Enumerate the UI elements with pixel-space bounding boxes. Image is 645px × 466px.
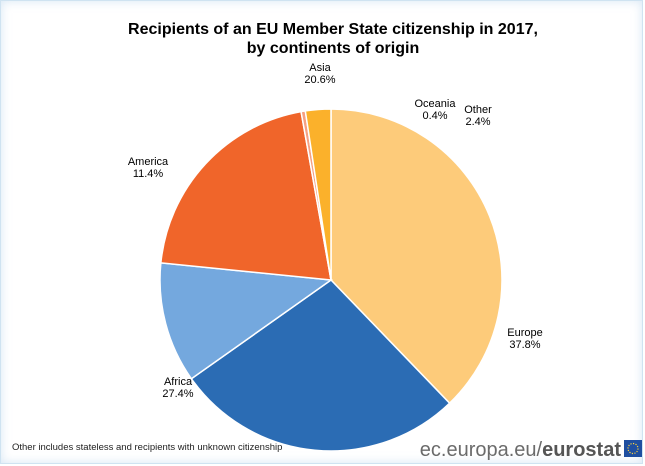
eurostat-branding: ec.europa.eu/eurostat xyxy=(420,439,642,461)
footnote: Other includes stateless and recipients … xyxy=(12,442,282,453)
slice-value-asia: 20.6% xyxy=(304,74,335,86)
slice-label-europe: Europe xyxy=(507,327,542,339)
slice-value-america: 11.4% xyxy=(133,168,164,180)
slice-value-africa: 27.4% xyxy=(162,388,193,400)
slice-value-europe: 37.8% xyxy=(509,339,540,351)
slice-value-oceania: 0.4% xyxy=(422,110,447,122)
chart-title-line-2: by continents of origin xyxy=(247,40,419,57)
chart-title-line-1: Recipients of an EU Member State citizen… xyxy=(128,21,538,38)
slice-label-other: Other xyxy=(464,104,492,116)
pie-slice-europe xyxy=(330,108,503,405)
slice-label-asia: Asia xyxy=(309,62,331,74)
pie-slice-africa xyxy=(190,279,451,452)
pie-slice-america xyxy=(159,262,334,380)
pie-slice-other xyxy=(304,108,332,281)
slice-label-africa: Africa xyxy=(164,376,193,388)
pie-slices xyxy=(159,108,503,452)
pie-slice-asia xyxy=(160,110,332,281)
slice-label-america: America xyxy=(128,156,169,168)
slice-label-oceania: Oceania xyxy=(415,98,457,110)
slice-value-other: 2.4% xyxy=(465,116,490,128)
eu-flag-icon xyxy=(624,440,642,457)
branding-brand: eurostat xyxy=(542,439,621,461)
branding-site: ec.europa.eu/ xyxy=(420,439,543,461)
eurostat-url: ec.europa.eu/eurostat xyxy=(420,439,622,461)
